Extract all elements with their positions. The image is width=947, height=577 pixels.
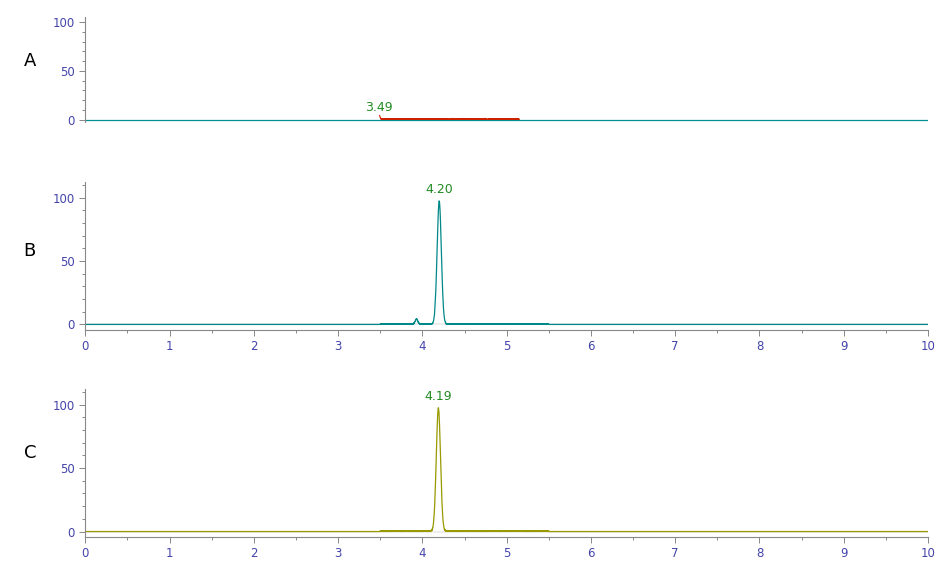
- Text: 4.19: 4.19: [424, 391, 452, 403]
- Text: C: C: [24, 444, 36, 462]
- Text: B: B: [24, 242, 36, 260]
- Text: 3.49: 3.49: [366, 100, 393, 114]
- Text: 4.20: 4.20: [425, 183, 453, 196]
- Text: A: A: [24, 51, 36, 70]
